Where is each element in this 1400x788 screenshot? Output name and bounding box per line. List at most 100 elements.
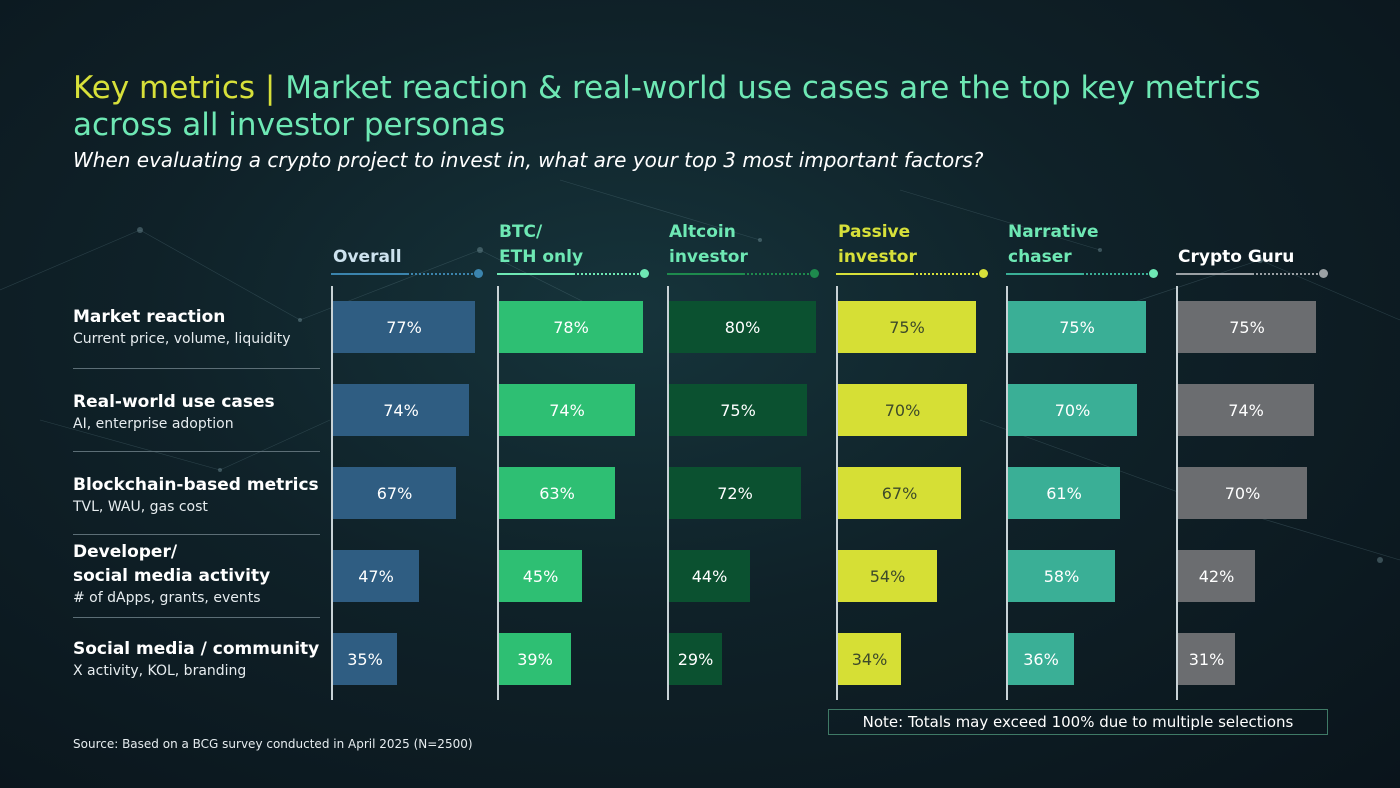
series-axis [667, 286, 669, 700]
bar: 75% [1008, 301, 1146, 353]
bar: 63% [499, 467, 615, 519]
bar: 47% [333, 550, 419, 602]
page-title: Key metrics | Market reaction & real-wor… [73, 70, 1333, 144]
bar: 78% [499, 301, 643, 353]
bar: 70% [1008, 384, 1137, 436]
series-header: Crypto Guru [1178, 247, 1295, 267]
page-subtitle: When evaluating a crypto project to inve… [73, 148, 984, 172]
series-header: Overall [333, 247, 402, 267]
bar-value-label: 70% [884, 400, 921, 420]
bar: 29% [669, 633, 722, 685]
bar-value-label: 75% [1059, 317, 1095, 337]
row-subtitle: AI, enterprise adoption [73, 416, 234, 432]
series-header: Narrative chaser [1008, 222, 1099, 267]
series-header-underline [1006, 269, 1158, 279]
row-subtitle: TVL, WAU, gas cost [73, 499, 208, 515]
bar: 70% [1178, 467, 1307, 519]
series-header-dot [1149, 269, 1158, 278]
row-separator [73, 617, 320, 618]
series-axis [836, 286, 838, 700]
bar-value-label: 70% [1224, 483, 1261, 503]
bar-value-label: 42% [1198, 566, 1235, 586]
series-header: BTC/ ETH only [499, 222, 584, 267]
bar-value-label: 74% [1228, 400, 1264, 420]
bar-value-label: 67% [376, 483, 413, 503]
bar-value-label: 67% [881, 483, 918, 503]
row-subtitle: Current price, volume, liquidity [73, 331, 291, 347]
bar-value-label: 61% [1046, 483, 1082, 503]
row-separator [73, 451, 320, 452]
bar-value-label: 75% [889, 317, 925, 337]
row-title: Real-world use cases [73, 392, 275, 412]
series-header: Altcoin investor [669, 222, 748, 267]
bar: 36% [1008, 633, 1074, 685]
bar-value-label: 45% [522, 566, 559, 586]
bar-value-label: 74% [383, 400, 419, 420]
row-title: Developer/ social media activity [73, 542, 271, 586]
bar: 58% [1008, 550, 1115, 602]
bar: 67% [838, 467, 961, 519]
bar-value-label: 63% [539, 483, 575, 503]
bar: 70% [838, 384, 967, 436]
series-axis [331, 286, 333, 700]
source-text: Source: Based on a BCG survey conducted … [73, 737, 473, 751]
row-separator [73, 368, 320, 369]
bar-value-label: 54% [869, 566, 906, 586]
bar: 74% [1178, 384, 1314, 436]
bar-value-label: 31% [1188, 649, 1225, 669]
bar: 42% [1178, 550, 1255, 602]
bar-value-label: 58% [1043, 566, 1080, 586]
note-box: Note: Totals may exceed 100% due to mult… [828, 709, 1328, 735]
row-separator [73, 534, 320, 535]
bar-value-label: 77% [386, 317, 422, 337]
series-header-underline [1176, 269, 1328, 279]
bar-value-label: 74% [549, 400, 585, 420]
bar: 77% [333, 301, 475, 353]
bar: 31% [1178, 633, 1235, 685]
bar-value-label: 75% [720, 400, 756, 420]
series-header-underline [667, 269, 819, 279]
series-header-dot [640, 269, 649, 278]
row-label: Real-world use cases AI, enterprise adopt… [73, 390, 328, 434]
bar: 74% [499, 384, 635, 436]
series-axis [1006, 286, 1008, 700]
row-title: Blockchain-based metrics [73, 475, 319, 495]
series-header-dot [474, 269, 483, 278]
bar: 35% [333, 633, 397, 685]
title-lead: Key metrics | [73, 70, 286, 106]
series-header-dot [979, 269, 988, 278]
series-header-underline [331, 269, 483, 279]
bar: 80% [669, 301, 816, 353]
bar-value-label: 72% [717, 483, 753, 503]
series-header-dot [810, 269, 819, 278]
bar: 34% [838, 633, 901, 685]
row-subtitle: X activity, KOL, branding [73, 663, 247, 679]
series-header-dot [1319, 269, 1328, 278]
bar: 72% [669, 467, 801, 519]
bar-value-label: 47% [358, 566, 394, 586]
bar-value-label: 78% [553, 317, 589, 337]
bar: 39% [499, 633, 571, 685]
series-header: Passive investor [838, 222, 917, 267]
bar: 61% [1008, 467, 1120, 519]
row-subtitle: # of dApps, grants, events [73, 590, 261, 606]
bar-value-label: 70% [1054, 400, 1091, 420]
bar-value-label: 44% [691, 566, 728, 586]
bar-value-label: 75% [1229, 317, 1265, 337]
row-label: Market reaction Current price, volume, li… [73, 305, 328, 349]
bar-value-label: 29% [677, 649, 714, 669]
bar: 45% [499, 550, 582, 602]
row-label: Blockchain-based metrics TVL, WAU, gas co… [73, 473, 328, 517]
bar-value-label: 34% [851, 649, 888, 669]
series-axis [497, 286, 499, 700]
bar-value-label: 35% [347, 649, 383, 669]
series-axis [1176, 286, 1178, 700]
bar-value-label: 39% [517, 649, 553, 669]
row-label: Social media / community X activity, KOL,… [73, 637, 328, 681]
bar: 54% [838, 550, 937, 602]
bar: 67% [333, 467, 456, 519]
bar: 75% [838, 301, 976, 353]
row-title: Social media / community [73, 639, 320, 659]
series-header-underline [497, 269, 649, 279]
